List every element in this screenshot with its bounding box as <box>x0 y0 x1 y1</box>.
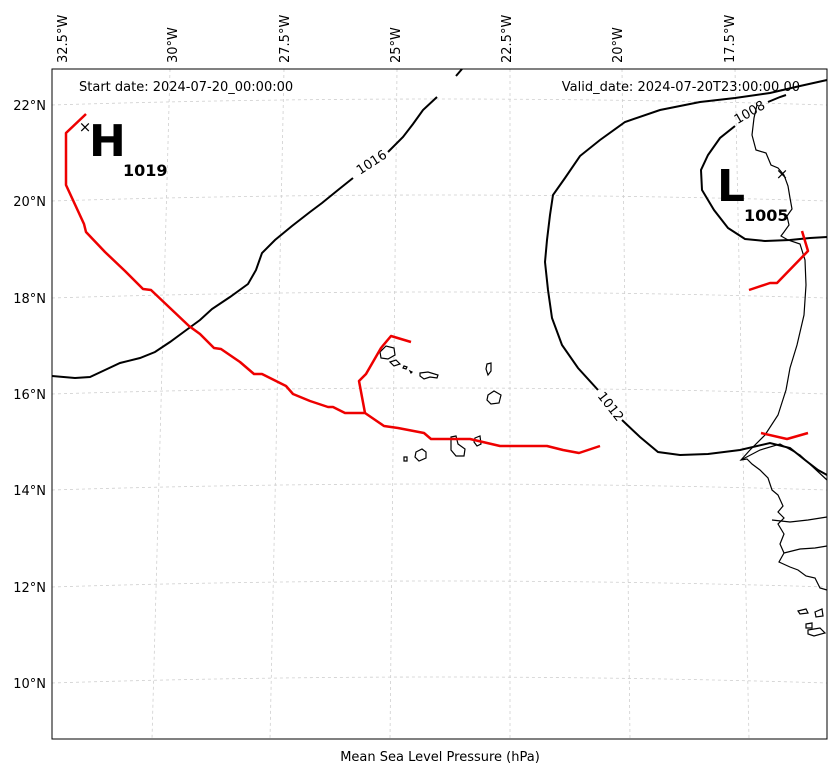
grid-lon-27-5w <box>269 68 285 740</box>
island-raso <box>408 369 414 375</box>
lat-tick-label: 22°N <box>13 99 46 114</box>
grid-lon-20w <box>621 68 631 740</box>
grid-lat-10n <box>51 676 828 684</box>
map-plot-area: 1016 1012 1008 × H 1019 × L 1005 <box>51 68 828 740</box>
high-pressure-center: × H 1019 <box>79 116 168 180</box>
lat-tick-label: 20°N <box>13 195 46 210</box>
grid-lon-25w <box>389 68 398 740</box>
isobar-1016 <box>51 177 354 380</box>
grid-lon-30w <box>151 68 171 740</box>
front-east-lower <box>760 431 809 441</box>
low-pressure-center: × L 1005 <box>717 161 789 225</box>
island-fogo <box>414 448 427 462</box>
front-main <box>64 113 601 455</box>
guinea-bissau-border <box>783 545 828 554</box>
high-center-value: 1019 <box>123 161 168 180</box>
isobar-1016-north <box>387 96 438 153</box>
island-santiago <box>450 435 466 457</box>
lat-tick-labels: 22°N 20°N 18°N 16°N 14°N 12°N 10°N <box>13 99 46 692</box>
island-boa-vista <box>486 390 502 405</box>
west-africa-coast <box>739 104 828 637</box>
isobar-1008-top <box>767 94 787 103</box>
grid-lat-22n <box>51 98 828 106</box>
lon-tick-label: 30°W <box>166 27 181 63</box>
isobar-1008 <box>699 125 828 243</box>
isobar-1012-south <box>621 419 828 476</box>
lat-tick-label: 10°N <box>13 677 46 692</box>
island-sao-nicolau <box>419 371 439 380</box>
grid-lon-17-5w <box>734 68 750 740</box>
lon-tick-labels: 32.5°W 30°W 27.5°W 25°W 22.5°W 20°W 17.5… <box>56 15 738 63</box>
lat-tick-label: 18°N <box>13 292 46 307</box>
low-center-letter: L <box>717 161 745 212</box>
lon-tick-label: 27.5°W <box>278 15 293 63</box>
island-santo-antao <box>379 345 396 360</box>
island-sal <box>485 362 492 377</box>
grid-lat-12n <box>51 580 828 588</box>
bijagos-islands <box>797 608 809 615</box>
grid-lat-16n <box>51 387 828 395</box>
lat-tick-label: 14°N <box>13 484 46 499</box>
lon-tick-label: 25°W <box>389 27 404 63</box>
island-brava <box>403 456 408 462</box>
lat-tick-label: 16°N <box>13 388 46 403</box>
grid-lat-18n <box>51 291 828 299</box>
front-east-upper <box>748 230 810 292</box>
bijagos-island-3 <box>807 627 827 637</box>
cape-verde-islands <box>379 345 502 462</box>
lon-tick-label: 22.5°W <box>500 15 515 63</box>
bijagos-island-2 <box>805 622 813 629</box>
lon-tick-label: 17.5°W <box>723 15 738 63</box>
bijagos-island-4 <box>814 608 824 618</box>
isobar-1012 <box>543 79 828 391</box>
front-central-branch <box>357 334 412 414</box>
island-sao-vicente <box>388 359 402 367</box>
lon-tick-label: 32.5°W <box>56 15 71 63</box>
island-santa-luzia <box>402 365 408 370</box>
low-center-marker: × <box>776 165 789 183</box>
fronts <box>64 113 810 455</box>
start-date-label: Start date: 2024-07-20_00:00:00 <box>79 80 293 95</box>
plot-border <box>51 68 828 740</box>
mauritania-coast <box>739 104 828 591</box>
isobar-1016-edge <box>455 68 463 77</box>
high-center-marker: × <box>79 118 92 136</box>
map-caption: Mean Sea Level Pressure (hPa) <box>340 750 540 765</box>
high-center-letter: H <box>89 116 126 167</box>
low-center-value: 1005 <box>744 206 789 225</box>
lon-tick-label: 20°W <box>611 27 626 63</box>
valid-date-label: Valid_date: 2024-07-20T23:00:00.00 <box>562 80 800 95</box>
grid-lat-14n <box>51 483 828 491</box>
grid-lat-20n <box>51 194 828 202</box>
gambia-border <box>771 516 828 523</box>
graticule <box>51 68 828 740</box>
lat-tick-label: 12°N <box>13 581 46 596</box>
